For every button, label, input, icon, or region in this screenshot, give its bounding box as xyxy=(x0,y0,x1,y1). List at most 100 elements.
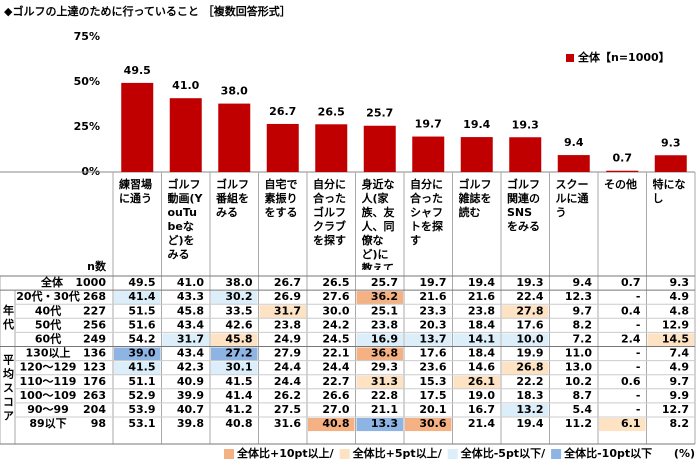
cell-highlight xyxy=(211,361,258,375)
cell-value: 24.2 xyxy=(322,318,349,331)
cell-highlight xyxy=(211,347,258,361)
cell-value: 45.8 xyxy=(225,332,252,345)
cell-value: 40.8 xyxy=(225,417,252,430)
cell-value: 19.3 xyxy=(516,276,543,289)
cell-highlight xyxy=(502,333,549,347)
legend-swatch xyxy=(339,449,350,459)
legend-box xyxy=(557,47,693,69)
bar xyxy=(412,136,445,172)
legend-label: 全体【n=1000】 xyxy=(577,50,670,64)
cell-value: 26.1 xyxy=(468,375,495,388)
row-label: 60代 xyxy=(35,331,61,345)
row-label: 89以下 xyxy=(29,417,66,430)
cell-value: 30.2 xyxy=(225,290,252,303)
cell-highlight xyxy=(599,418,646,432)
category-box: ゴルフ雑誌を読む xyxy=(459,178,492,219)
cell-highlight xyxy=(356,291,403,305)
cell-value: 43.4 xyxy=(177,347,204,360)
x-tick-label: ゴルフ動画(YouTubeなど)をみる xyxy=(167,178,203,261)
cell-value: 41.5 xyxy=(225,375,252,388)
cell-value: 11.0 xyxy=(565,347,592,360)
cell-value: 39.8 xyxy=(177,417,204,430)
row-label: 全体 xyxy=(40,275,64,289)
cell-value: 42.3 xyxy=(177,361,204,374)
n-value: 176 xyxy=(83,375,106,388)
cell-value: 0.4 xyxy=(621,304,641,317)
n-value: 98 xyxy=(91,417,106,430)
cell-value: 4.9 xyxy=(670,290,690,303)
cell-value: 8.7 xyxy=(573,389,593,402)
cell-value: 13.7 xyxy=(419,332,446,345)
cell-value: 12.7 xyxy=(662,403,689,416)
cell-value: 30.0 xyxy=(322,304,349,317)
cell-value: 4.8 xyxy=(670,304,690,317)
cell-value: 36.2 xyxy=(371,290,398,303)
value-label: 25.7 xyxy=(366,107,393,120)
cell-highlight xyxy=(162,333,209,347)
row-label: 110〜119 xyxy=(20,375,77,388)
value-label: 49.5 xyxy=(124,64,151,77)
cell-value: 7.2 xyxy=(573,332,593,345)
cell-value: 19.4 xyxy=(516,417,543,430)
x-tick-label: 特になし xyxy=(652,178,686,205)
cell-value: 12.9 xyxy=(662,318,689,331)
legend-label: 全体比+10pt以上/ xyxy=(236,446,335,460)
category-box: スクールに通う xyxy=(556,178,589,219)
value-label: 38.0 xyxy=(221,85,248,98)
cell-value: 41.2 xyxy=(225,403,252,416)
value-label: 19.4 xyxy=(463,118,490,131)
cell-value: 9.9 xyxy=(670,389,690,402)
cell-highlight xyxy=(356,375,403,389)
cell-highlight xyxy=(453,375,500,389)
legend-swatch xyxy=(447,449,458,459)
cell-value: 26.8 xyxy=(516,361,543,374)
category-box: 自分に合ったゴルフクラブを探す xyxy=(313,178,346,247)
cell-value: 40.7 xyxy=(177,403,204,416)
cell-value: 12.3 xyxy=(565,290,592,303)
cell-value: - xyxy=(636,389,641,402)
cell-value: 9.7 xyxy=(573,304,593,317)
legend-swatch xyxy=(224,449,234,459)
value-label: 9.3 xyxy=(661,136,681,149)
cell-value: 10.2 xyxy=(565,375,592,388)
cell-value: - xyxy=(636,347,641,360)
category-box: 自宅で素振りをする xyxy=(264,178,298,219)
legend-label: 全体比-5pt以下/ xyxy=(460,446,546,460)
cell-value: 26.9 xyxy=(274,290,301,303)
cell-value: 26.5 xyxy=(322,276,349,289)
cell-value: 27.5 xyxy=(274,403,301,416)
cell-highlight xyxy=(211,291,258,305)
cell-value: 52.9 xyxy=(128,389,155,402)
cell-value: 14.1 xyxy=(468,332,495,345)
cell-value: 20.3 xyxy=(419,318,446,331)
cell-value: 29.3 xyxy=(371,361,398,374)
cell-value: 24.4 xyxy=(322,361,349,374)
n-value: 263 xyxy=(83,389,106,402)
cell-value: - xyxy=(636,318,641,331)
cell-highlight xyxy=(453,333,500,347)
cell-value: 16.7 xyxy=(468,403,495,416)
x-tick-label: 自宅で素振りをする xyxy=(264,178,298,219)
cell-value: 6.1 xyxy=(621,417,641,430)
cell-value: 24.4 xyxy=(274,361,301,374)
cell-highlight xyxy=(405,418,452,432)
value-label: 19.3 xyxy=(512,118,539,131)
cell-value: 31.7 xyxy=(177,332,204,345)
cell-value: 51.6 xyxy=(128,318,155,331)
cell-value: 31.3 xyxy=(371,375,398,388)
cell-value: 9.7 xyxy=(670,375,690,388)
x-tick-label: 自分に合ったシャフトを探す xyxy=(410,178,443,247)
cell-highlight xyxy=(308,418,355,432)
category-box: その他 xyxy=(604,178,637,191)
cell-highlight xyxy=(259,305,306,319)
bar xyxy=(509,137,542,172)
cell-value: 9.4 xyxy=(573,276,593,289)
cell-value: 22.4 xyxy=(516,290,543,303)
cell-value: 5.4 xyxy=(573,403,593,416)
row-label: 90〜99 xyxy=(27,403,69,416)
cell-value: 41.5 xyxy=(128,361,155,374)
legend-label: 全体比-10pt以下 xyxy=(563,446,652,460)
value-label: 0.7 xyxy=(613,152,633,165)
